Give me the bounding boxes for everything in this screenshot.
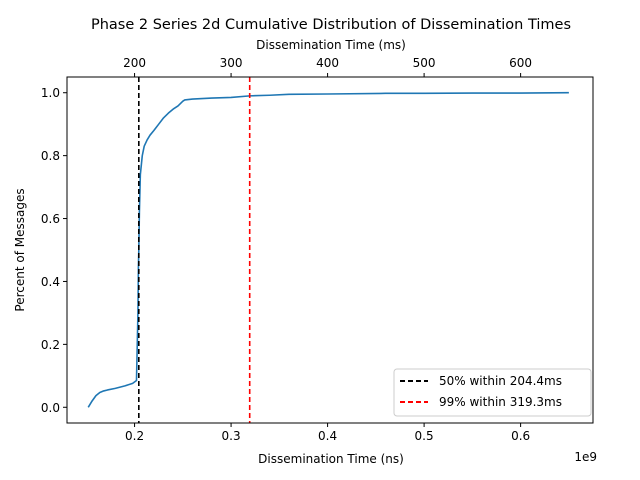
legend-label-99: 99% within 319.3ms: [439, 395, 562, 409]
plot-frame: [66, 76, 594, 424]
legend-label-50: 50% within 204.4ms: [439, 374, 562, 388]
y-tick-label: 0.4: [41, 275, 60, 289]
y-tick-label: 1.0: [41, 86, 60, 100]
y-tick-label: 0.8: [41, 149, 60, 163]
top-x-tick-label: 200: [123, 56, 146, 70]
top-x-tick-label: 600: [509, 56, 532, 70]
y-axis-label: Percent of Messages: [13, 188, 27, 311]
top-x-tick-label: 500: [413, 56, 436, 70]
x-tick-label: 0.3: [222, 429, 241, 443]
legend: 50% within 204.4ms 99% within 319.3ms: [393, 368, 592, 417]
x-tick-label: 0.2: [125, 429, 144, 443]
legend-box: [393, 368, 592, 417]
top-x-tick-label: 400: [316, 56, 339, 70]
x-offset-text: 1e9: [574, 450, 597, 464]
x-tick-label: 0.5: [415, 429, 434, 443]
y-tick-label: 0.2: [41, 338, 60, 352]
y-tick-label: 0.6: [41, 212, 60, 226]
x-tick-label: 0.4: [318, 429, 337, 443]
x-axis-label: Dissemination Time (ns): [258, 452, 404, 466]
x-tick-label: 0.6: [511, 429, 530, 443]
top-x-tick-label: 300: [220, 56, 243, 70]
chart-title: Phase 2 Series 2d Cumulative Distributio…: [91, 17, 571, 33]
y-tick-label: 0.0: [41, 401, 60, 415]
top-x-axis-label: Dissemination Time (ms): [256, 38, 406, 52]
plot-area: 0.2 0.3 0.4 0.5 0.6 200 300 400 500 600 0.0 0.2 0.4 0…: [41, 56, 594, 443]
cdf-series-line-0: [87, 91, 569, 408]
